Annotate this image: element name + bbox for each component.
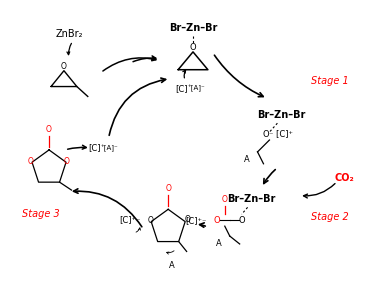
Text: [C]⁺⁻: [C]⁺⁻ bbox=[119, 215, 140, 224]
Text: O: O bbox=[184, 215, 190, 224]
Text: Stage 2: Stage 2 bbox=[311, 212, 349, 222]
Text: Br–Zn–Br: Br–Zn–Br bbox=[228, 195, 276, 204]
Text: O: O bbox=[147, 216, 153, 225]
Text: A: A bbox=[244, 155, 250, 164]
Text: [C]: [C] bbox=[176, 84, 188, 93]
Text: [C]⁺⁻: [C]⁺⁻ bbox=[185, 216, 207, 225]
Text: ⁻ [C]⁺: ⁻ [C]⁺ bbox=[269, 129, 293, 138]
Text: ⁺[A]⁻: ⁺[A]⁻ bbox=[188, 85, 206, 92]
Text: CO₂: CO₂ bbox=[334, 173, 354, 183]
Text: Br–Zn–Br: Br–Zn–Br bbox=[257, 110, 306, 120]
Text: Stage 1: Stage 1 bbox=[311, 76, 349, 86]
Text: O: O bbox=[263, 129, 269, 138]
Text: Stage 3: Stage 3 bbox=[22, 209, 60, 219]
Text: [C]: [C] bbox=[88, 144, 101, 153]
Text: Br–Zn–Br: Br–Zn–Br bbox=[169, 23, 217, 33]
Text: O: O bbox=[61, 62, 67, 71]
Text: A: A bbox=[216, 239, 222, 248]
Text: O: O bbox=[214, 216, 221, 225]
Text: O: O bbox=[64, 157, 70, 166]
Text: O: O bbox=[46, 125, 52, 134]
Text: O: O bbox=[239, 216, 245, 225]
Text: O: O bbox=[165, 184, 171, 193]
Text: O: O bbox=[222, 195, 228, 204]
Text: O: O bbox=[190, 43, 196, 52]
Text: ZnBr₂: ZnBr₂ bbox=[55, 29, 83, 39]
Text: O: O bbox=[28, 157, 34, 166]
Text: A: A bbox=[169, 261, 175, 270]
Text: ⁺[A]⁻: ⁺[A]⁻ bbox=[101, 144, 118, 152]
